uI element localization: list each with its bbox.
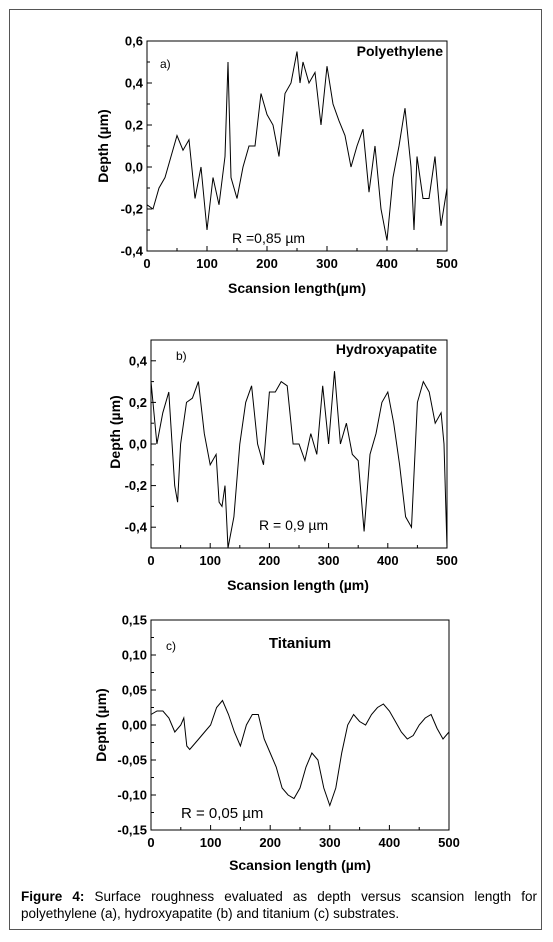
y-tick-label: -0,4: [125, 520, 148, 535]
panel-a-title: Polyethylene: [357, 43, 444, 59]
x-tick-label: 300: [316, 256, 338, 271]
y-tick-label: 0,0: [125, 160, 143, 175]
panel-a-annotation: R =0,85 µm: [232, 230, 305, 246]
panel-c-xlabel: Scansion length (µm): [229, 857, 371, 873]
figure-frame: [9, 9, 542, 930]
x-tick-label: 0: [147, 553, 154, 568]
panel-b-series-line: [150, 340, 448, 549]
y-tick-label: -0,05: [117, 753, 147, 768]
panel-a-xlabel: Scansion length(µm): [228, 280, 366, 296]
x-tick-label: 200: [256, 256, 278, 271]
x-tick-label: 100: [199, 553, 221, 568]
panel-b-ylabel: Depth (µm): [107, 395, 123, 468]
x-tick-label: 200: [259, 553, 281, 568]
panel-a-ylabel: Depth (µm): [95, 109, 111, 182]
x-tick-label: 300: [318, 553, 340, 568]
y-tick-label: -0,2: [125, 478, 147, 493]
x-tick-label: 100: [200, 835, 222, 850]
panel-a-y-ticks: -0,4 -0,2 0,0 0,2 0,4 0,6: [121, 34, 152, 259]
panel-c-label: c): [166, 639, 176, 653]
panel-c-y-ticks: -0,15 -0,10 -0,05 0,00 0,05 0,10 0,15: [117, 613, 156, 838]
caption-label: Figure 4:: [21, 889, 85, 904]
x-tick-label: 200: [259, 835, 281, 850]
x-tick-label: 0: [143, 256, 150, 271]
x-tick-label: 500: [436, 553, 458, 568]
y-tick-label: -0,4: [121, 244, 144, 259]
y-tick-label: 0,0: [129, 437, 147, 452]
x-tick-label: 0: [147, 835, 154, 850]
y-tick-label: -0,15: [117, 823, 147, 838]
panel-c-title: Titanium: [269, 635, 331, 652]
y-tick-label: -0,2: [121, 202, 143, 217]
panel-a-series-line: [146, 51, 448, 241]
panel-c-titanium: 0 100 200 300 400 500 -0,15 -0,10 -0,05 0,00 0,05…: [93, 613, 460, 874]
panel-a-label: a): [160, 57, 171, 71]
y-tick-label: 0,2: [129, 395, 147, 410]
y-tick-label: 0,10: [122, 648, 147, 663]
panel-a-polyethylene: 0 100 200 300 400 500 -0,4 -0,2 0,0 0,2 0,4 0,6 a)…: [95, 34, 458, 297]
x-tick-label: 300: [319, 835, 341, 850]
figure-caption: Figure 4: Surface roughness evaluated as…: [21, 888, 537, 922]
y-tick-label: 0,4: [125, 76, 144, 91]
panel-b-xlabel: Scansion length (µm): [227, 577, 369, 593]
panel-b-x-ticks: 0 100 200 300 400 500: [147, 543, 458, 568]
panel-b-y-ticks: -0,4 -0,2 0,0 0,2 0,4: [125, 353, 156, 535]
y-tick-label: 0,05: [122, 683, 147, 698]
panel-a-x-ticks: 0 100 200 300 400 500: [143, 246, 458, 271]
y-tick-label: 0,6: [125, 34, 143, 49]
panel-b-annotation: R = 0,9 µm: [259, 517, 328, 533]
panel-b-title: Hydroxyapatite: [336, 341, 437, 357]
x-tick-label: 500: [436, 256, 458, 271]
y-tick-label: 0,2: [125, 118, 143, 133]
panel-b-hydroxyapatite: 0 100 200 300 400 500 -0,4 -0,2 0,0 0,2 0,4 b) Hy…: [107, 339, 458, 593]
y-tick-label: 0,00: [122, 718, 147, 733]
panel-c-x-ticks: 0 100 200 300 400 500: [147, 825, 460, 850]
x-tick-label: 400: [376, 256, 398, 271]
y-tick-label: 0,15: [122, 613, 147, 628]
panel-a-plot-area: [146, 40, 448, 252]
panel-b-label: b): [176, 349, 187, 363]
x-tick-label: 500: [438, 835, 460, 850]
x-tick-label: 400: [377, 553, 399, 568]
y-tick-label: -0,10: [117, 788, 147, 803]
panel-c-ylabel: Depth (µm): [93, 688, 109, 761]
x-tick-label: 400: [379, 835, 401, 850]
panel-c-annotation: R = 0,05 µm: [181, 805, 263, 822]
caption-text: Surface roughness evaluated as depth ver…: [21, 889, 537, 921]
x-tick-label: 100: [196, 256, 218, 271]
y-tick-label: 0,4: [129, 353, 148, 368]
panel-c-series-line: [150, 699, 450, 808]
